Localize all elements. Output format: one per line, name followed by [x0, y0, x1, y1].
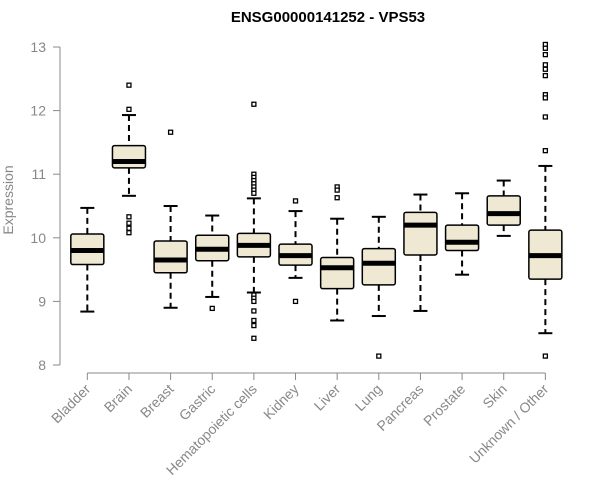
- outlier-point: [542, 45, 549, 51]
- outlier-point: [251, 335, 257, 341]
- outlier-point: [542, 353, 549, 359]
- outlier-point: [542, 72, 549, 79]
- outlier-point: [542, 66, 549, 72]
- box-group: [361, 215, 397, 359]
- outlier-point: [251, 317, 257, 324]
- box: [111, 144, 147, 169]
- outlier-point: [251, 101, 257, 107]
- y-tick-label: 9: [38, 293, 46, 309]
- box: [361, 247, 397, 286]
- chart-title: ENSG00000141252 - VPS53: [231, 9, 425, 26]
- outlier-point: [251, 308, 257, 314]
- x-tick-label: Skin: [479, 381, 510, 412]
- box: [486, 195, 521, 226]
- outlier-point: [209, 305, 215, 312]
- outlier-point: [126, 230, 132, 236]
- box-group: [278, 198, 313, 305]
- x-tick-label: Lung: [352, 381, 385, 414]
- y-tick-label: 8: [38, 357, 46, 373]
- outlier-point: [251, 190, 257, 196]
- box: [444, 224, 480, 252]
- outlier-point: [126, 214, 132, 220]
- x-tick-label: Unknown / Other: [466, 381, 552, 467]
- box-group: [153, 129, 188, 309]
- box: [403, 211, 438, 256]
- plot-area: [70, 41, 563, 359]
- outlier-point: [292, 298, 299, 305]
- box-group: [111, 82, 147, 236]
- x-tick-label: Breast: [137, 381, 177, 421]
- box: [153, 240, 188, 274]
- y-tick-label: 13: [30, 39, 46, 55]
- outlier-point: [542, 95, 549, 101]
- box-group: [319, 184, 355, 322]
- y-tick-label: 10: [30, 230, 46, 246]
- outlier-point: [126, 82, 132, 88]
- y-axis: 8 9 10 11 12 13: [30, 39, 61, 373]
- y-axis-label: Expression: [0, 165, 16, 234]
- box-group: [528, 41, 563, 359]
- outlier-point: [542, 51, 549, 58]
- box-group: [236, 101, 272, 341]
- box-group: [194, 214, 230, 312]
- outlier-point: [126, 220, 132, 226]
- x-tick-label: Liver: [311, 381, 344, 414]
- box-group: [486, 179, 521, 237]
- outlier-point: [251, 298, 257, 305]
- y-tick-label: 11: [31, 166, 46, 182]
- outlier-point: [292, 198, 299, 204]
- outlier-point: [542, 114, 549, 120]
- x-tick-label: Brain: [101, 381, 135, 415]
- outlier-point: [126, 106, 132, 112]
- x-tick-label: Prostate: [420, 381, 468, 429]
- outlier-point: [167, 129, 174, 135]
- x-tick-label: Bladder: [48, 381, 94, 427]
- outlier-point: [126, 225, 132, 231]
- outlier-point: [542, 148, 549, 154]
- box-group: [403, 193, 438, 312]
- y-tick-label: 12: [30, 103, 46, 119]
- outlier-point: [251, 322, 257, 329]
- outlier-point: [542, 62, 549, 68]
- box: [319, 256, 355, 290]
- box-group: [70, 206, 105, 313]
- outlier-point: [334, 187, 340, 193]
- x-tick-label: Kidney: [260, 381, 302, 423]
- outlier-point: [334, 195, 340, 201]
- outlier-point: [376, 353, 382, 359]
- box-group: [444, 192, 480, 276]
